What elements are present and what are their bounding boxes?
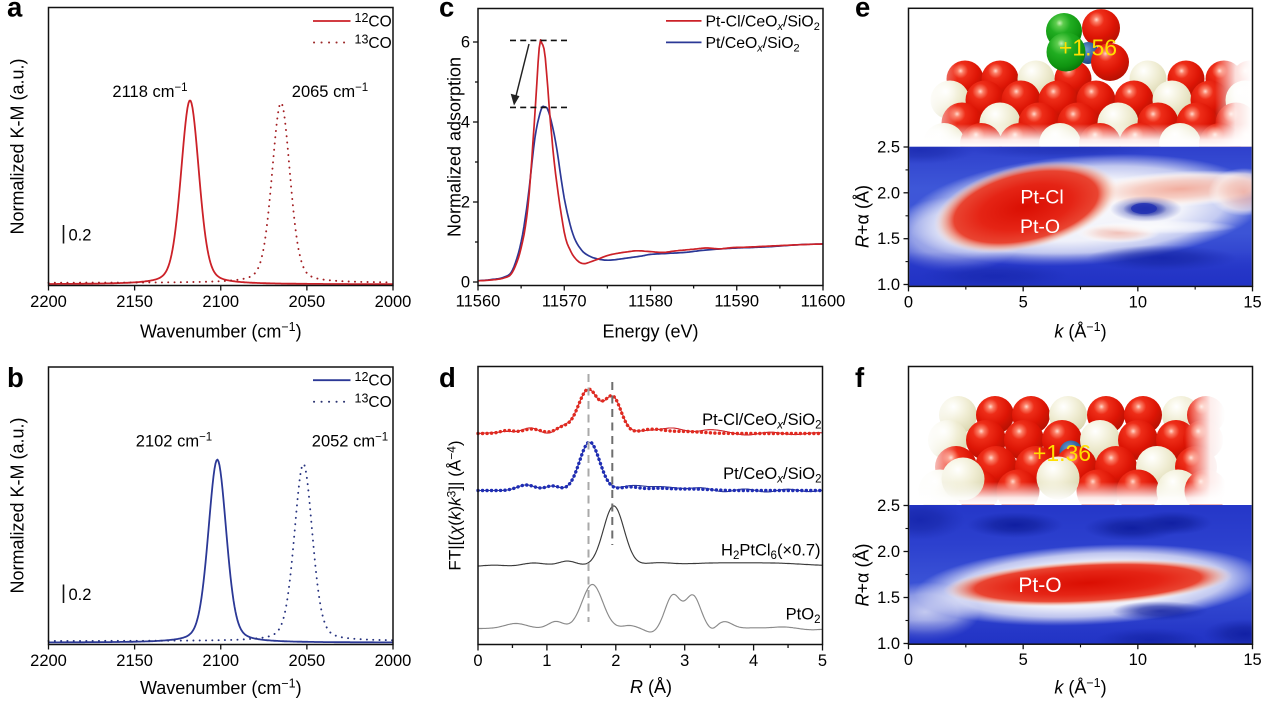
svg-text:2200: 2200 (30, 652, 67, 670)
svg-text:15: 15 (1243, 651, 1261, 669)
svg-text:2000: 2000 (375, 652, 412, 670)
svg-text:0: 0 (473, 652, 482, 670)
svg-text:PtO2: PtO2 (786, 606, 821, 627)
svg-text:Wavenumber (cm−1): Wavenumber (cm−1) (140, 677, 302, 699)
svg-text:1.5: 1.5 (877, 589, 900, 607)
svg-text:5: 5 (818, 652, 827, 670)
svg-text:0: 0 (461, 274, 470, 292)
svg-text:11600: 11600 (801, 293, 846, 311)
svg-text:11570: 11570 (542, 293, 587, 311)
svg-text:c: c (439, 0, 454, 23)
svg-text:Pt-Cl: Pt-Cl (1020, 187, 1063, 209)
svg-text:Pt-O: Pt-O (1018, 574, 1061, 597)
svg-text:4: 4 (749, 652, 758, 670)
svg-text:12CO: 12CO (355, 370, 392, 390)
svg-text:+1.56: +1.56 (1059, 35, 1117, 61)
svg-text:2050: 2050 (289, 293, 326, 311)
svg-text:FT|[(χ(k)k3]| (Å−4): FT|[(χ(k)k3]| (Å−4) (445, 440, 465, 570)
svg-text:Pt/CeOx/SiO2: Pt/CeOx/SiO2 (706, 35, 800, 55)
svg-text:Normalized K-M (a.u.): Normalized K-M (a.u.) (8, 58, 28, 234)
svg-text:0: 0 (904, 294, 913, 312)
svg-text:2.5: 2.5 (877, 139, 900, 157)
svg-text:2052 cm−1: 2052 cm−1 (312, 432, 388, 451)
svg-text:d: d (439, 362, 456, 393)
svg-text:13CO: 13CO (355, 32, 392, 52)
svg-text:2150: 2150 (116, 652, 153, 670)
svg-text:2200: 2200 (30, 293, 67, 311)
svg-text:0.2: 0.2 (69, 586, 92, 604)
svg-text:Normalized adsorption: Normalized adsorption (445, 57, 465, 237)
svg-text:6: 6 (461, 34, 470, 52)
svg-text:10: 10 (1129, 651, 1147, 669)
svg-text:a: a (7, 0, 23, 23)
svg-text:R (Å): R (Å) (630, 677, 672, 697)
svg-text:1.5: 1.5 (877, 230, 900, 248)
svg-text:Normalized K-M (a.u.): Normalized K-M (a.u.) (8, 417, 28, 593)
svg-text:11560: 11560 (456, 293, 501, 311)
svg-text:1: 1 (542, 652, 551, 670)
svg-text:13CO: 13CO (355, 392, 392, 412)
svg-text:2.0: 2.0 (877, 543, 900, 561)
svg-text:12CO: 12CO (355, 11, 392, 31)
svg-text:Wavenumber (cm−1): Wavenumber (cm−1) (140, 320, 302, 342)
svg-text:0: 0 (904, 651, 913, 669)
svg-text:Pt-Cl/CeOx/SiO2: Pt-Cl/CeOx/SiO2 (702, 411, 821, 432)
svg-text:2100: 2100 (202, 293, 239, 311)
svg-text:3: 3 (680, 652, 689, 670)
svg-text:b: b (7, 362, 24, 393)
svg-text:10: 10 (1129, 294, 1147, 312)
svg-text:2102 cm−1: 2102 cm−1 (136, 432, 212, 451)
svg-text:R+α (Å): R+α (Å) (853, 185, 873, 248)
svg-text:4: 4 (461, 114, 470, 132)
svg-text:5: 5 (1019, 294, 1028, 312)
svg-text:2050: 2050 (289, 652, 326, 670)
svg-text:Pt/CeOx/SiO2: Pt/CeOx/SiO2 (723, 465, 821, 486)
svg-text:f: f (855, 362, 865, 393)
svg-text:2.5: 2.5 (877, 497, 900, 515)
svg-text:H2PtCl6(×0.7): H2PtCl6(×0.7) (721, 542, 820, 563)
svg-text:2: 2 (611, 652, 620, 670)
svg-text:2065 cm−1: 2065 cm−1 (292, 82, 368, 101)
svg-text:e: e (855, 0, 870, 23)
svg-text:2150: 2150 (116, 293, 153, 311)
svg-text:1.0: 1.0 (877, 635, 900, 653)
svg-text:11590: 11590 (714, 293, 759, 311)
svg-text:5: 5 (1019, 651, 1028, 669)
svg-text:2100: 2100 (202, 652, 239, 670)
svg-text:R+α (Å): R+α (Å) (853, 544, 873, 607)
svg-text:15: 15 (1243, 294, 1261, 312)
svg-text:2.0: 2.0 (877, 184, 900, 202)
svg-text:+1.36: +1.36 (1033, 440, 1091, 466)
svg-text:11580: 11580 (628, 293, 673, 311)
svg-text:Energy (eV): Energy (eV) (602, 321, 698, 341)
svg-text:0.2: 0.2 (69, 227, 92, 245)
svg-text:2: 2 (461, 194, 470, 212)
svg-text:1.0: 1.0 (877, 276, 900, 294)
svg-text:Pt-Cl/CeOx/SiO2: Pt-Cl/CeOx/SiO2 (706, 14, 820, 34)
svg-text:Pt-O: Pt-O (1020, 216, 1060, 238)
svg-text:2000: 2000 (375, 293, 412, 311)
svg-text:2118 cm−1: 2118 cm−1 (112, 82, 187, 101)
